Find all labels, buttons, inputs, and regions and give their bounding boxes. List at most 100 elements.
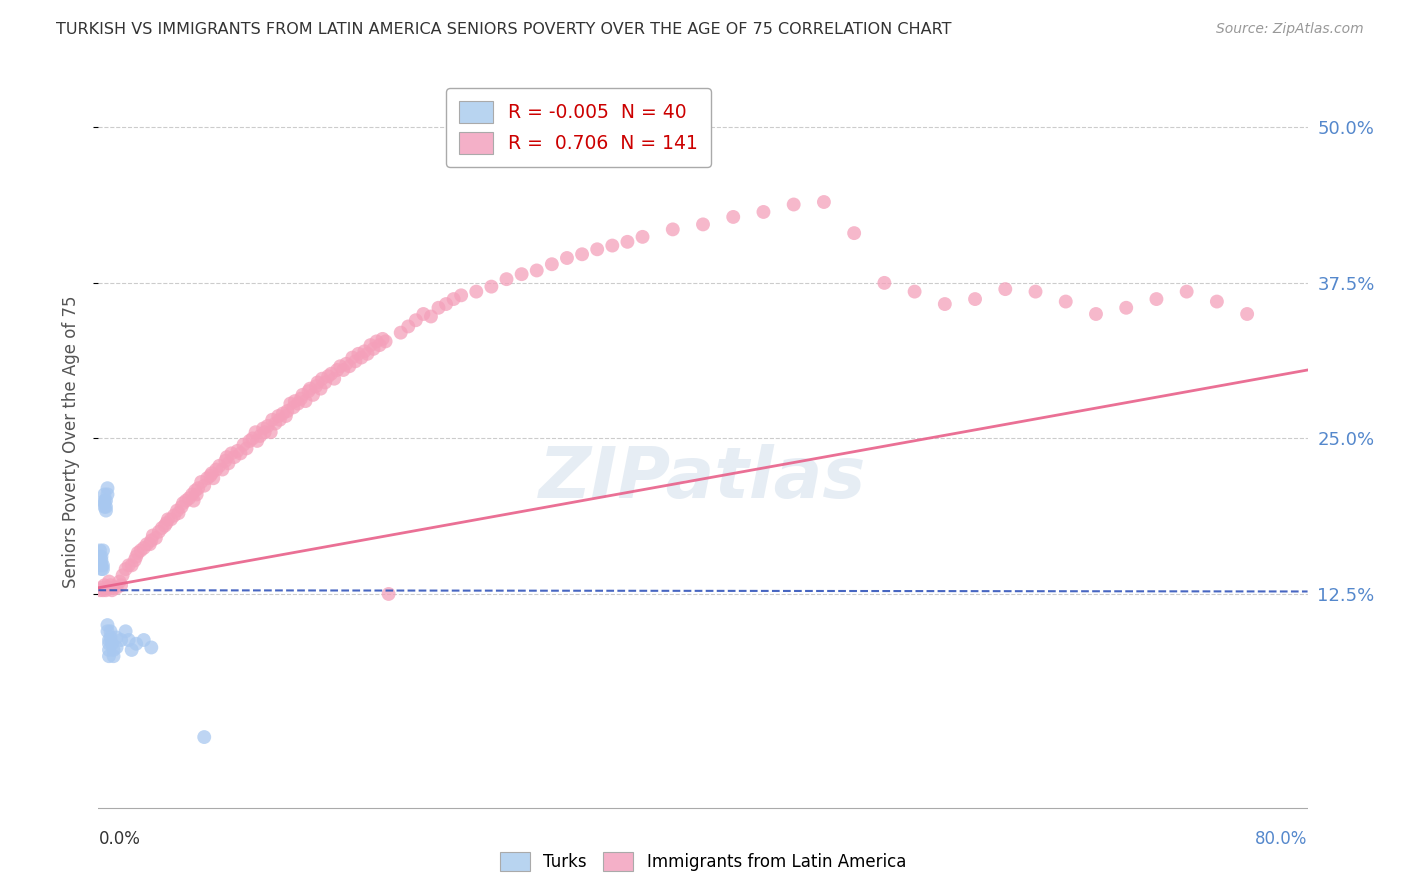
Point [873,276,896,290]
Point [1085,307,1108,321]
Point [326,363,349,377]
Point [267,409,290,423]
Point [1024,285,1046,299]
Point [252,421,274,435]
Point [91,562,114,576]
Point [114,624,136,639]
Point [118,632,141,647]
Point [353,344,375,359]
Point [661,222,683,236]
Point [287,396,309,410]
Point [98,637,121,651]
Point [434,297,457,311]
Point [135,537,157,551]
Point [93,496,115,510]
Point [93,493,115,508]
Point [692,218,714,232]
Point [540,257,562,271]
Point [631,230,654,244]
Point [190,475,212,489]
Point [269,413,291,427]
Point [100,631,122,645]
Point [90,558,112,573]
Legend: Turks, Immigrants from Latin America: Turks, Immigrants from Latin America [492,843,914,880]
Point [98,574,121,589]
Point [344,354,367,368]
Point [139,537,162,551]
Point [363,342,385,356]
Text: Source: ZipAtlas.com: Source: ZipAtlas.com [1216,22,1364,37]
Point [89,549,111,564]
Point [302,388,325,402]
Point [145,531,167,545]
Point [368,338,391,352]
Point [118,558,141,573]
Point [1054,294,1077,309]
Point [186,487,208,501]
Point [571,247,593,261]
Point [193,730,215,744]
Point [291,388,314,402]
Point [290,392,312,406]
Point [98,643,121,657]
Point [98,649,121,664]
Point [813,194,835,209]
Point [202,471,225,485]
Point [586,242,609,256]
Point [323,372,346,386]
Point [89,558,111,573]
Point [297,384,319,399]
Point [200,468,222,483]
Point [271,407,294,421]
Point [1206,294,1229,309]
Point [242,432,264,446]
Point [132,632,155,647]
Point [245,425,267,440]
Point [94,583,117,598]
Point [89,583,111,598]
Text: TURKISH VS IMMIGRANTS FROM LATIN AMERICA SENIORS POVERTY OVER THE AGE OF 75 CORR: TURKISH VS IMMIGRANTS FROM LATIN AMERICA… [56,22,952,37]
Point [90,553,112,567]
Text: ZIPatlas: ZIPatlas [540,444,866,513]
Point [526,263,548,277]
Point [129,543,152,558]
Point [94,500,117,514]
Point [96,487,118,501]
Point [155,516,177,530]
Point [101,637,124,651]
Point [311,372,333,386]
Point [1175,285,1198,299]
Point [221,446,243,460]
Point [93,500,115,514]
Point [127,546,149,560]
Point [91,583,114,598]
Point [215,450,238,464]
Point [232,437,254,451]
Point [183,493,205,508]
Point [377,587,399,601]
Point [110,578,132,592]
Point [100,578,122,592]
Point [309,382,332,396]
Point [844,226,866,240]
Point [156,512,179,526]
Point [201,467,224,481]
Point [276,404,298,418]
Point [752,205,775,219]
Point [342,351,364,365]
Point [555,251,578,265]
Point [371,332,394,346]
Point [166,503,188,517]
Point [337,359,360,374]
Point [160,512,183,526]
Point [103,649,125,664]
Point [994,282,1017,296]
Text: 0.0%: 0.0% [98,830,141,848]
Point [141,533,163,548]
Point [100,624,122,639]
Point [110,632,132,647]
Point [347,347,370,361]
Point [360,338,382,352]
Point [121,643,143,657]
Point [412,307,434,321]
